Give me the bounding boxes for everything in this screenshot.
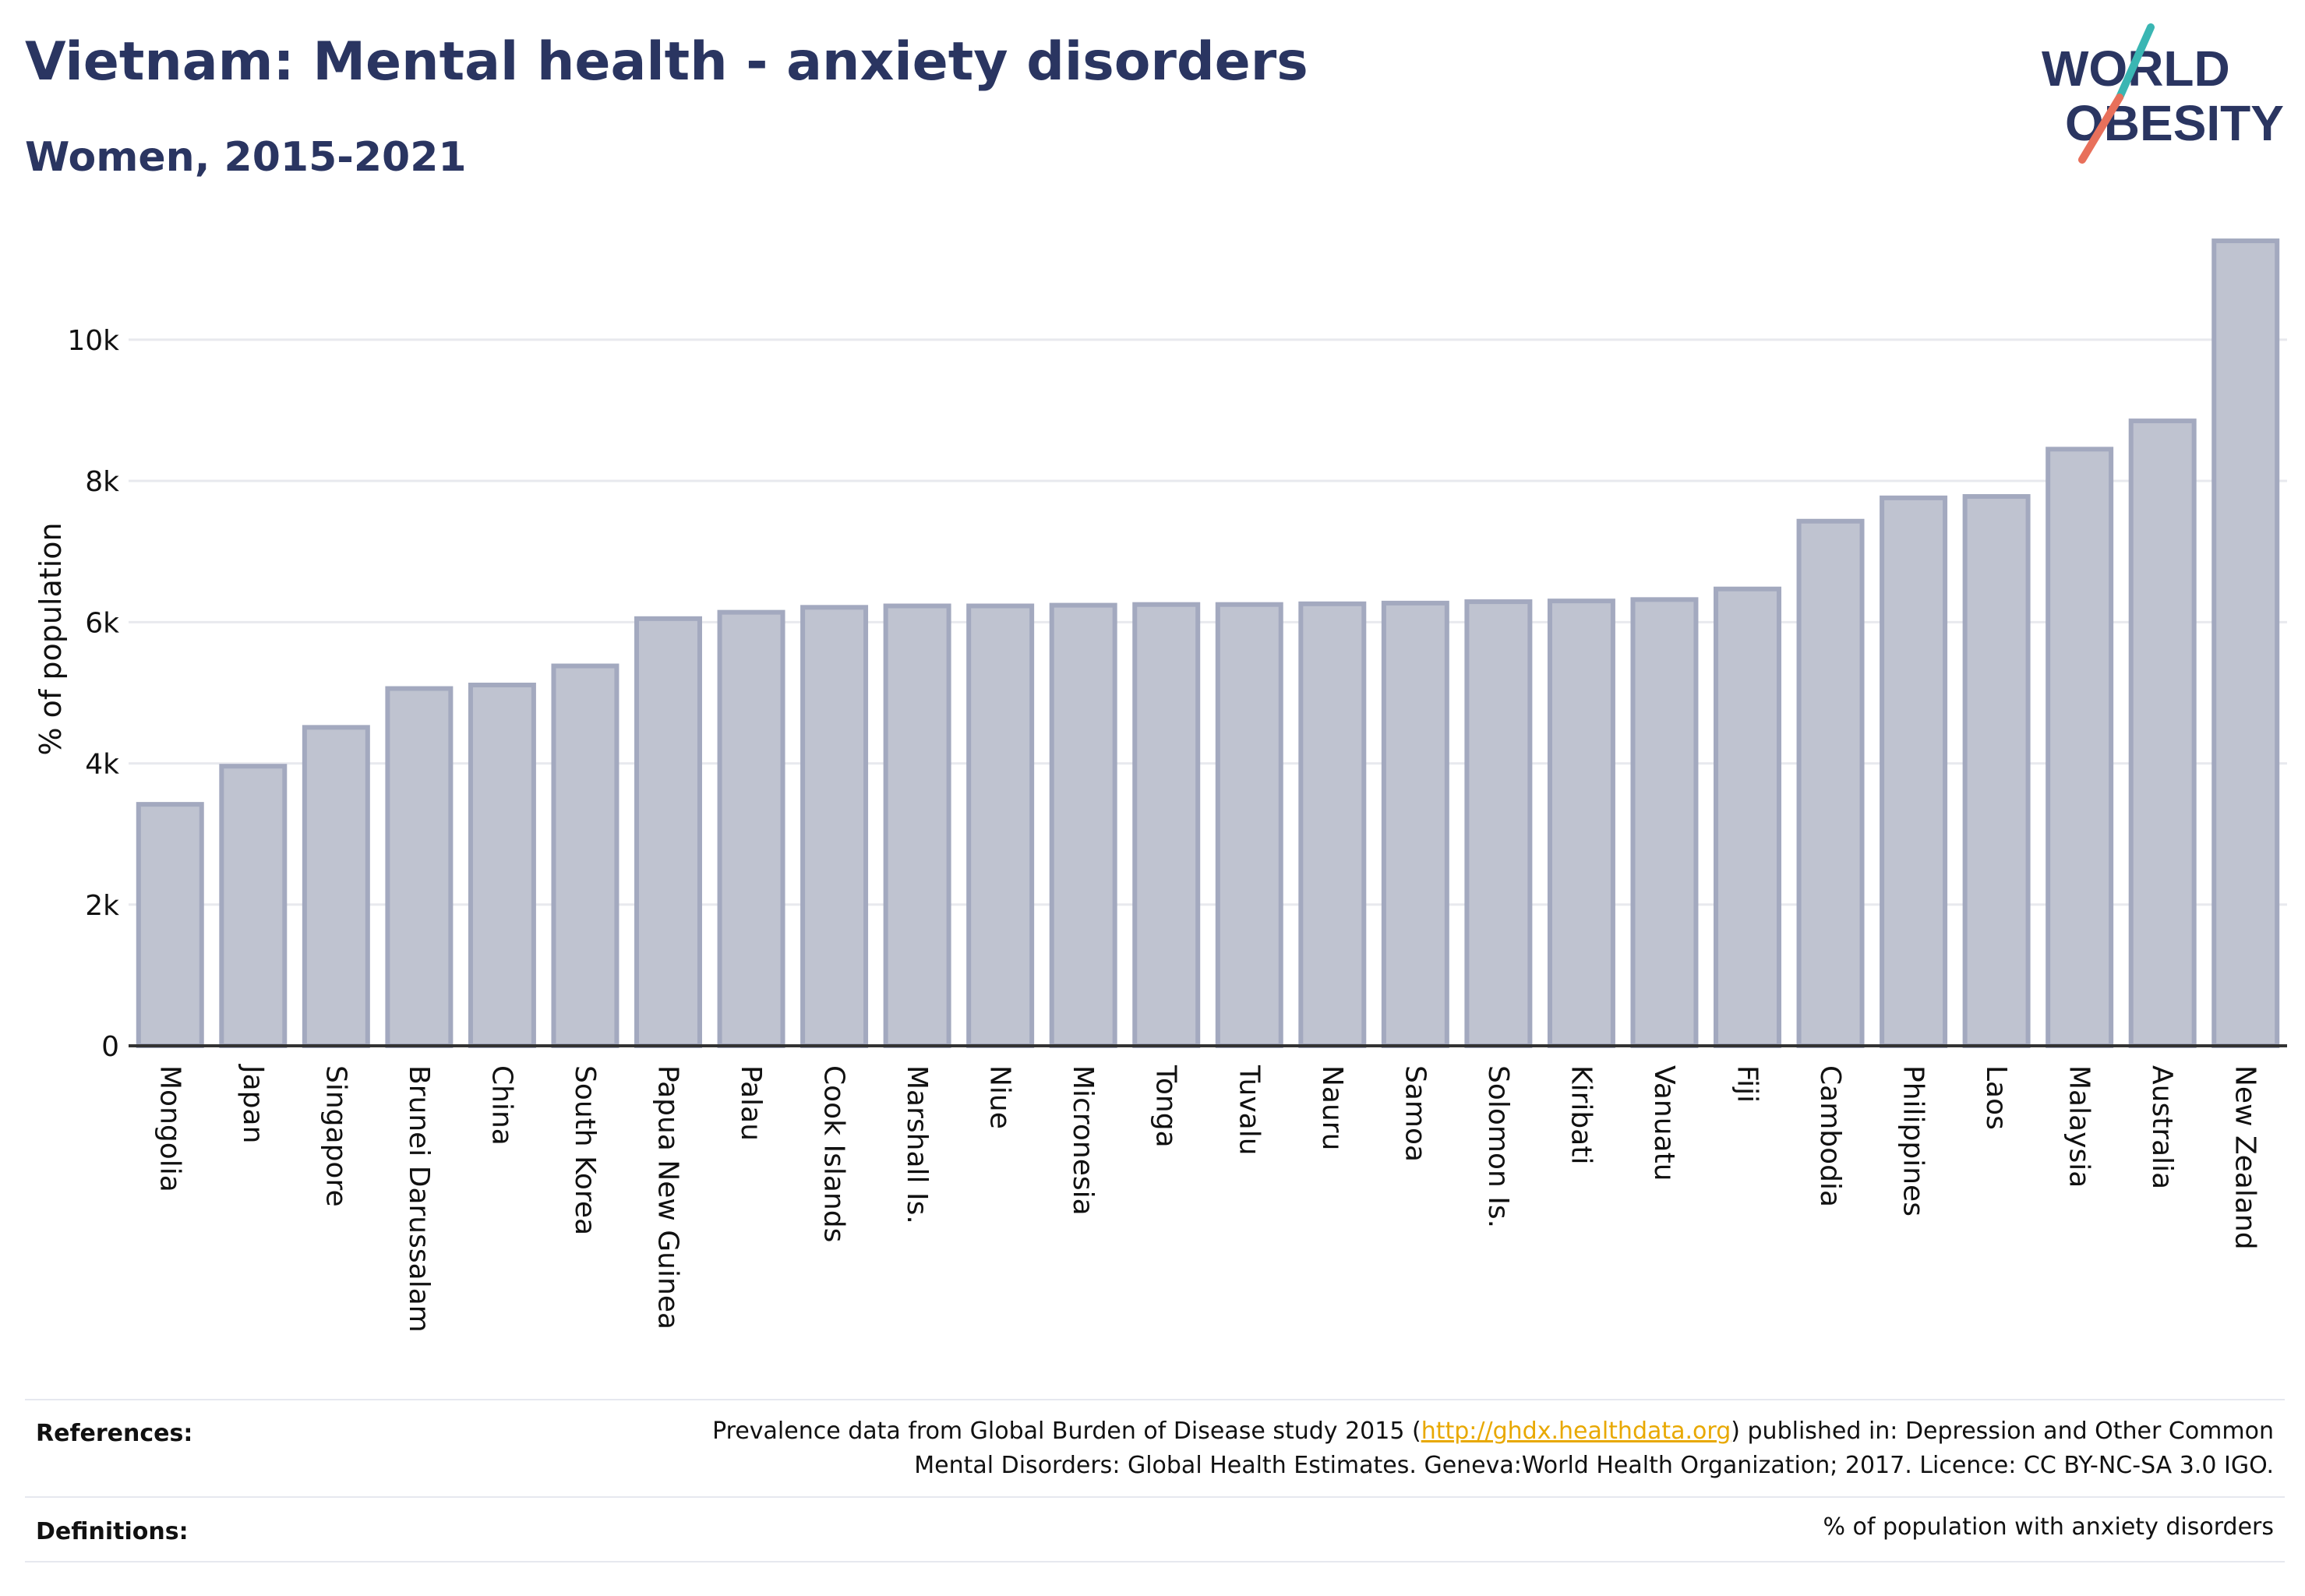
- y-tick-label: 8k: [85, 466, 119, 498]
- bar-tuvalu[interactable]: [1215, 602, 1283, 1048]
- x-tick-label: New Zealand: [2229, 1065, 2261, 1250]
- world-obesity-logo: WORLD OBESITY: [2042, 23, 2284, 164]
- x-tick-label: Marshall Is.: [901, 1065, 933, 1224]
- footer-divider-bottom: [25, 1561, 2285, 1562]
- y-tick-label: 6k: [85, 607, 119, 639]
- bar-laos[interactable]: [1962, 494, 2031, 1048]
- bar-singapore[interactable]: [302, 725, 370, 1048]
- bar-samoa[interactable]: [1381, 600, 1449, 1048]
- x-tick-label: South Korea: [569, 1065, 601, 1235]
- x-tick-label: China: [485, 1065, 517, 1146]
- bar-philippines[interactable]: [1880, 495, 1948, 1048]
- bar-new-zealand[interactable]: [2211, 238, 2280, 1048]
- x-tick-label: Cook Islands: [818, 1065, 850, 1242]
- bar-brunei-darussalam[interactable]: [385, 686, 454, 1049]
- chart-title: Vietnam: Mental health - anxiety disorde…: [25, 31, 1308, 93]
- references-text-post: ) published in: Depression and Other Com…: [1731, 1418, 2274, 1445]
- footer-divider-top: [25, 1399, 2285, 1400]
- x-tick-label: Cambodia: [1814, 1065, 1846, 1207]
- y-tick-label: 0: [101, 1031, 119, 1063]
- bar-vanuatu[interactable]: [1630, 597, 1699, 1048]
- x-tick-label: Fiji: [1731, 1065, 1763, 1103]
- y-tick-label: 4k: [85, 749, 119, 781]
- bar-japan[interactable]: [219, 764, 288, 1048]
- bars: [136, 238, 2280, 1049]
- x-tick-label: Micronesia: [1067, 1065, 1099, 1216]
- bar-niue[interactable]: [966, 603, 1035, 1048]
- bar-mongolia[interactable]: [136, 802, 204, 1049]
- bar-kiribati[interactable]: [1547, 598, 1615, 1048]
- x-tick-label: Vanuatu: [1648, 1065, 1680, 1181]
- bar-solomon-is[interactable]: [1464, 599, 1533, 1048]
- x-tick-label: Tuvalu: [1233, 1065, 1265, 1156]
- y-axis-label: % of population: [34, 522, 68, 755]
- bar-cambodia[interactable]: [1796, 518, 1865, 1048]
- bar-nauru[interactable]: [1298, 601, 1367, 1048]
- x-tick-labels: Mongolia Japan Singapore Brunei Darussalam C…: [154, 1064, 2261, 1333]
- bar-tonga[interactable]: [1132, 602, 1201, 1048]
- bar-malaysia[interactable]: [2046, 447, 2114, 1048]
- references-text: Prevalence data from Global Burden of Di…: [482, 1414, 2274, 1483]
- references-text-pre: Prevalence data from Global Burden of Di…: [712, 1418, 1421, 1445]
- logo-slash-coral: [2078, 94, 2123, 164]
- x-tick-label: Mongolia: [154, 1065, 185, 1192]
- x-tick-label: Laos: [1980, 1065, 2012, 1130]
- bar-micronesia[interactable]: [1049, 602, 1117, 1048]
- x-tick-label: Palau: [735, 1065, 767, 1141]
- chart-subtitle: Women, 2015-2021: [25, 134, 467, 181]
- references-link[interactable]: http://ghdx.healthdata.org: [1421, 1418, 1731, 1445]
- x-tick-label: Samoa: [1399, 1065, 1431, 1162]
- bar-palau[interactable]: [717, 609, 785, 1048]
- y-tick-labels: 0 2k 4k 6k 8k 10k: [67, 325, 119, 1063]
- x-tick-label: Malaysia: [2063, 1065, 2095, 1188]
- x-tick-label: Nauru: [1316, 1065, 1348, 1150]
- bar-papua-new-guinea[interactable]: [634, 616, 702, 1048]
- bar-china[interactable]: [468, 682, 536, 1048]
- x-tick-label: Tonga: [1150, 1065, 1182, 1148]
- x-tick-label: Philippines: [1897, 1065, 1929, 1216]
- y-tick-label: 2k: [85, 890, 119, 922]
- x-tick-label: Kiribati: [1565, 1065, 1597, 1164]
- bar-south-korea[interactable]: [551, 663, 619, 1048]
- x-tick-label: Australia: [2146, 1065, 2178, 1189]
- references-label: References:: [36, 1420, 193, 1447]
- x-tick-label: Solomon Is.: [1482, 1065, 1514, 1228]
- references-text-line2: Mental Disorders: Global Health Estimate…: [914, 1452, 2274, 1479]
- x-tick-label: Japan: [237, 1064, 269, 1143]
- definitions-text: % of population with anxiety disorders: [1823, 1513, 2274, 1541]
- bar-chart: 0 2k 4k 6k 8k 10k Mongolia Japan Singapore Brune…: [34, 238, 2287, 1333]
- bar-cook-islands[interactable]: [800, 605, 869, 1048]
- footer-divider-middle: [25, 1496, 2285, 1498]
- x-tick-label: Niue: [984, 1065, 1016, 1129]
- bar-australia[interactable]: [2128, 418, 2197, 1048]
- bar-marshall-is[interactable]: [883, 603, 951, 1048]
- logo-slash-teal: [2116, 23, 2155, 101]
- x-tick-label: Singapore: [319, 1065, 351, 1207]
- x-tick-label: Papua New Guinea: [652, 1065, 684, 1329]
- definitions-label: Definitions:: [36, 1518, 189, 1545]
- y-tick-label: 10k: [67, 325, 119, 357]
- x-tick-label: Brunei Darussalam: [403, 1065, 435, 1333]
- bar-fiji[interactable]: [1714, 586, 1781, 1048]
